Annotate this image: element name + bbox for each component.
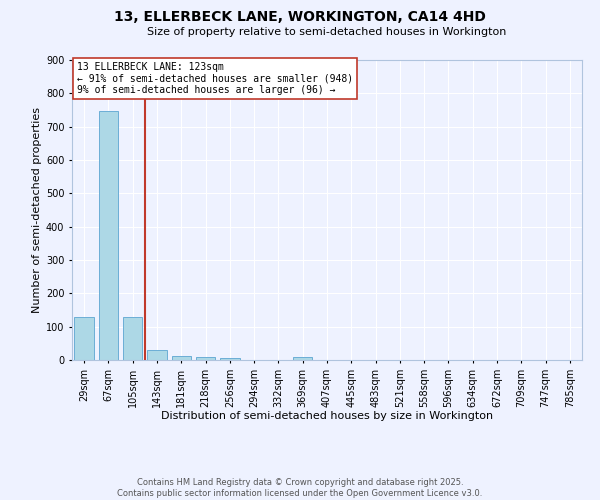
Bar	[293, 358, 313, 360]
Bar	[172, 356, 191, 360]
Y-axis label: Number of semi-detached properties: Number of semi-detached properties	[32, 107, 41, 313]
Title: Size of property relative to semi-detached houses in Workington: Size of property relative to semi-detach…	[148, 27, 506, 37]
Text: 13, ELLERBECK LANE, WORKINGTON, CA14 4HD: 13, ELLERBECK LANE, WORKINGTON, CA14 4HD	[114, 10, 486, 24]
Bar	[220, 358, 239, 360]
Bar	[147, 350, 167, 360]
Text: Contains HM Land Registry data © Crown copyright and database right 2025.
Contai: Contains HM Land Registry data © Crown c…	[118, 478, 482, 498]
Bar	[74, 316, 94, 360]
X-axis label: Distribution of semi-detached houses by size in Workington: Distribution of semi-detached houses by …	[161, 411, 493, 421]
Bar	[123, 318, 142, 360]
Bar	[99, 110, 118, 360]
Text: 13 ELLERBECK LANE: 123sqm
← 91% of semi-detached houses are smaller (948)
9% of : 13 ELLERBECK LANE: 123sqm ← 91% of semi-…	[77, 62, 353, 94]
Bar	[196, 357, 215, 360]
